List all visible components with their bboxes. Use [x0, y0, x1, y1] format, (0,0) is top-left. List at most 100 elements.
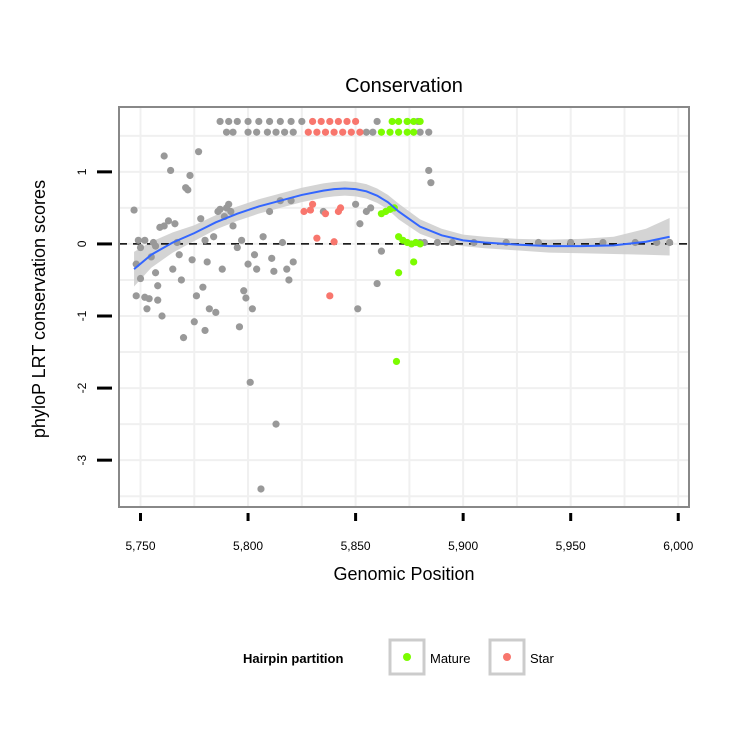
point-other	[427, 179, 435, 187]
point-other	[263, 128, 272, 136]
point-other	[229, 222, 237, 230]
point-other	[448, 238, 456, 247]
point-other	[233, 243, 241, 252]
point-mature	[410, 117, 418, 126]
point-other	[201, 326, 209, 335]
point-other	[154, 282, 162, 290]
point-other	[369, 128, 377, 136]
point-star	[334, 117, 342, 126]
point-other	[225, 200, 233, 208]
y-axis-label: phyloP LRT conservation scores	[29, 180, 49, 438]
point-other	[218, 265, 226, 273]
point-other	[205, 305, 213, 313]
point-mature	[388, 117, 396, 126]
point-other	[250, 251, 259, 259]
point-other	[244, 128, 252, 136]
x-axis-ticks: 5,750 5,800 5,850 5,900 5,950 6,000	[125, 513, 694, 553]
point-other	[210, 233, 218, 241]
x-tick-label: 5,900	[448, 539, 478, 553]
point-mature	[377, 128, 386, 136]
point-star	[347, 128, 355, 136]
point-other	[186, 171, 194, 180]
point-mature	[403, 128, 411, 136]
data-points	[130, 117, 674, 493]
point-other	[281, 128, 289, 136]
point-other	[145, 295, 153, 303]
point-other	[132, 292, 140, 300]
point-star	[321, 128, 330, 136]
point-other	[257, 485, 265, 493]
point-other	[179, 334, 188, 342]
point-other	[190, 318, 198, 326]
point-other	[235, 323, 244, 331]
point-other	[134, 236, 142, 244]
point-mature	[392, 357, 401, 366]
confidence-ribbon-group	[134, 181, 670, 287]
point-other	[373, 279, 381, 288]
legend-title: Hairpin partition	[243, 651, 343, 666]
legend-dot-mature	[403, 653, 411, 661]
x-tick-label: 5,850	[341, 539, 371, 553]
point-star	[321, 210, 330, 218]
point-other	[289, 258, 297, 266]
legend-dot-star	[503, 653, 511, 661]
point-other	[169, 265, 177, 273]
y-tick-label: 1	[75, 168, 89, 175]
point-other	[130, 206, 138, 214]
point-other	[192, 292, 201, 300]
point-star	[352, 117, 360, 126]
y-tick-label: 0	[75, 240, 89, 247]
x-tick-label: 5,950	[556, 539, 586, 553]
point-other	[298, 117, 306, 126]
point-star	[330, 128, 338, 136]
point-other	[287, 117, 295, 126]
point-other	[246, 378, 254, 386]
point-other	[160, 152, 168, 160]
point-other	[233, 117, 241, 126]
point-other	[270, 267, 278, 275]
point-other	[276, 117, 284, 126]
point-other	[158, 312, 166, 320]
point-star	[339, 128, 347, 136]
point-star	[326, 117, 334, 126]
point-star	[306, 206, 315, 214]
point-star	[313, 234, 321, 242]
point-mature	[410, 128, 418, 136]
point-other	[259, 233, 267, 241]
x-axis-label: Genomic Position	[333, 564, 474, 584]
point-other	[354, 305, 362, 313]
point-other	[164, 217, 173, 225]
point-other	[201, 236, 209, 244]
point-other	[362, 128, 370, 136]
point-other	[143, 305, 151, 313]
point-other	[199, 283, 207, 291]
point-other	[285, 276, 293, 284]
point-other	[416, 128, 424, 136]
panel-border	[118, 106, 690, 508]
x-tick-label: 5,800	[233, 539, 263, 553]
point-other	[356, 220, 364, 228]
point-other	[216, 117, 224, 126]
point-mature	[395, 117, 403, 126]
point-other	[197, 215, 205, 223]
point-other	[216, 205, 224, 213]
point-other	[240, 287, 248, 295]
point-other	[289, 128, 297, 136]
point-star	[336, 204, 345, 212]
point-mature	[410, 258, 418, 266]
point-other	[154, 296, 162, 304]
smooth-line-group	[133, 187, 670, 270]
point-other	[136, 274, 145, 283]
point-other	[238, 236, 246, 244]
point-other	[425, 166, 433, 175]
point-other	[136, 243, 145, 252]
y-tick-label: -3	[75, 454, 89, 465]
point-other	[177, 276, 185, 284]
point-other	[203, 258, 211, 266]
point-other	[229, 128, 237, 136]
point-other	[175, 251, 183, 259]
point-other	[212, 308, 220, 317]
point-mature	[403, 117, 411, 126]
x-tick-label: 5,750	[125, 539, 155, 553]
point-other	[253, 128, 261, 136]
